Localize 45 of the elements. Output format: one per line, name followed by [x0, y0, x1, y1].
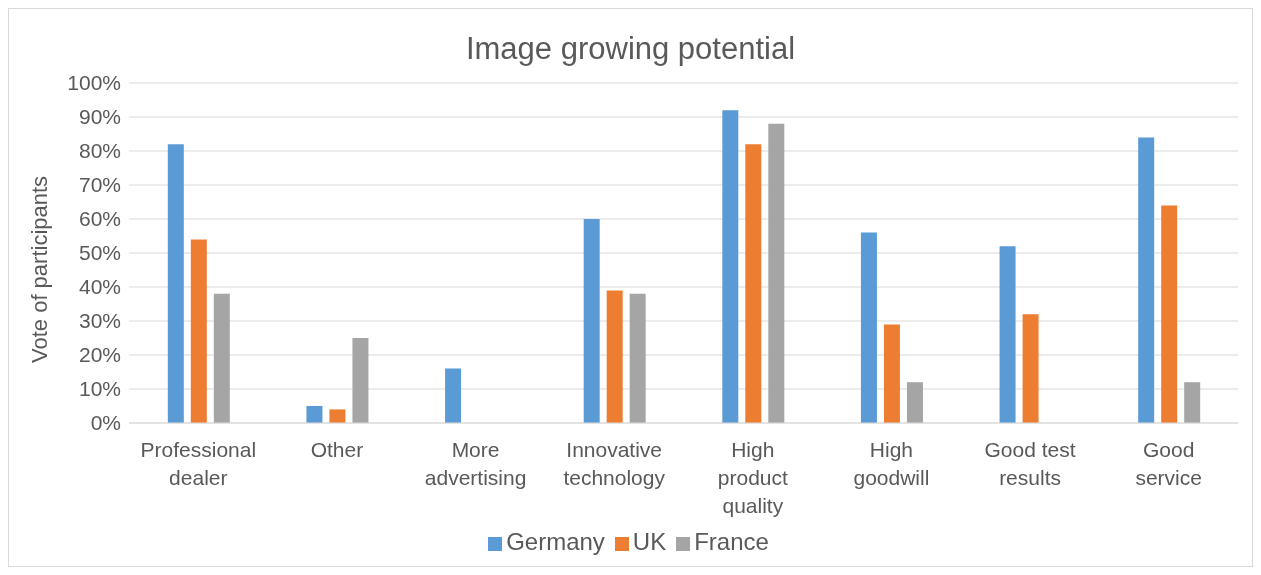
- bar: [629, 293, 646, 423]
- y-tick-label: 60%: [78, 207, 121, 231]
- bar: [445, 368, 462, 423]
- bar: [190, 239, 207, 423]
- bar: [213, 293, 230, 423]
- bar: [329, 409, 346, 423]
- y-tick-label: 80%: [78, 139, 121, 163]
- y-tick-label: 70%: [78, 173, 121, 197]
- legend-label: UK: [632, 528, 667, 555]
- legend-label: France: [694, 528, 769, 555]
- y-axis-title: Vote of participants: [26, 175, 52, 363]
- bar: [352, 338, 369, 423]
- bar: [167, 144, 184, 423]
- bar: [745, 144, 762, 423]
- x-tick-label: High product quality: [717, 438, 788, 517]
- bar: [583, 219, 600, 423]
- y-tick-label: 50%: [78, 241, 121, 265]
- x-tick-label: Innovative technology: [563, 438, 666, 489]
- bar: [860, 232, 877, 423]
- bar: [1161, 205, 1178, 423]
- legend-label: Germany: [506, 528, 605, 555]
- bar: [883, 324, 900, 423]
- bar: [722, 110, 739, 423]
- bar: [1138, 137, 1155, 423]
- bar: [1184, 382, 1201, 423]
- bar: [906, 382, 923, 423]
- x-tick-label: More advertising: [424, 438, 527, 489]
- x-tick-label: Good test results: [984, 438, 1076, 489]
- x-tick-label: High goodwill: [853, 438, 930, 489]
- bar: [999, 246, 1016, 423]
- y-tick-label: 30%: [78, 309, 121, 333]
- chart-title: Image growing potential: [464, 31, 797, 68]
- y-tick-label: 100%: [67, 71, 121, 95]
- y-tick-label: 90%: [78, 105, 121, 129]
- y-tick-label: 10%: [78, 377, 121, 401]
- bar: [606, 290, 623, 423]
- y-tick-label: 20%: [78, 343, 121, 367]
- bar: [306, 406, 323, 423]
- y-tick-label: 0%: [90, 411, 121, 435]
- bar: [768, 123, 785, 423]
- x-tick-label: Professional dealer: [140, 438, 257, 489]
- y-tick-label: 40%: [78, 275, 121, 299]
- bar: [1022, 314, 1039, 423]
- x-tick-label: Good service: [1135, 438, 1202, 489]
- x-tick-label: Other: [310, 438, 364, 461]
